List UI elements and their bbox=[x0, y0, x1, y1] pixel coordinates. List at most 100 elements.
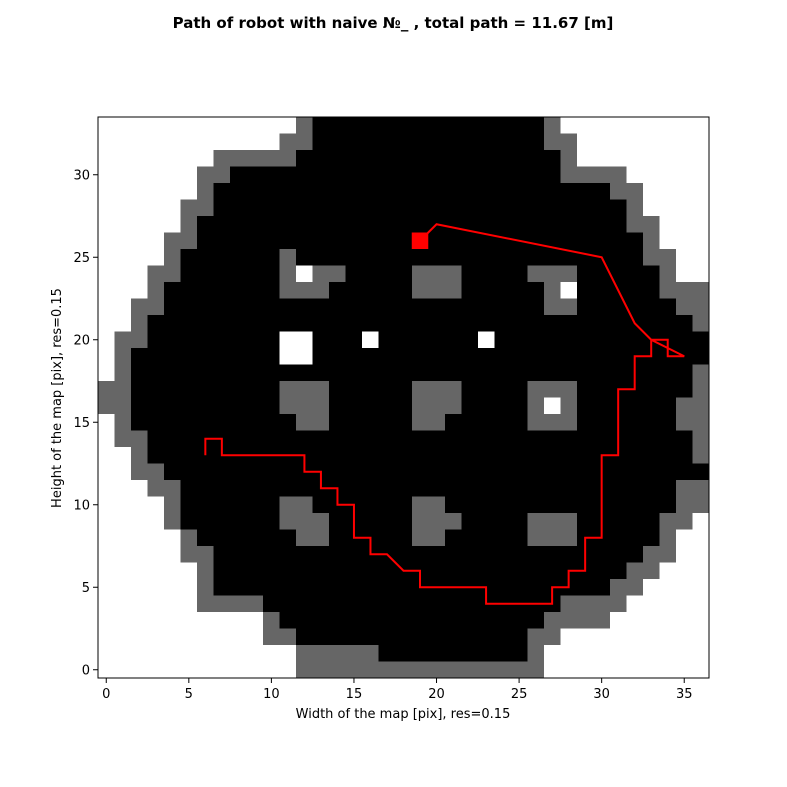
map-cell bbox=[230, 199, 248, 217]
map-cell bbox=[593, 298, 611, 316]
map-cell bbox=[329, 282, 347, 300]
map-cell bbox=[296, 529, 314, 547]
map-cell bbox=[279, 216, 297, 234]
map-cell bbox=[527, 397, 545, 415]
map-cell bbox=[494, 546, 512, 564]
map-cell bbox=[494, 381, 512, 399]
map-cell bbox=[378, 265, 396, 283]
map-cell bbox=[510, 249, 528, 267]
map-cell bbox=[230, 529, 248, 547]
map-cell bbox=[659, 447, 677, 465]
map-cell bbox=[147, 166, 165, 184]
map-cell bbox=[560, 133, 578, 151]
map-cell bbox=[345, 397, 363, 415]
map-cell bbox=[395, 447, 413, 465]
map-cell bbox=[527, 645, 545, 663]
map-cell bbox=[444, 381, 462, 399]
map-cell bbox=[444, 249, 462, 267]
map-cell bbox=[428, 199, 446, 217]
map-cell bbox=[378, 348, 396, 366]
map-cell bbox=[98, 117, 116, 135]
map-cell bbox=[411, 183, 429, 201]
map-cell bbox=[147, 216, 165, 234]
map-cell bbox=[543, 166, 561, 184]
map-cell bbox=[213, 628, 231, 646]
map-cell bbox=[279, 397, 297, 415]
map-cell bbox=[576, 331, 594, 349]
map-cell bbox=[444, 166, 462, 184]
map-cell bbox=[263, 232, 281, 250]
map-cell bbox=[345, 348, 363, 366]
map-cell bbox=[642, 117, 661, 135]
map-cell bbox=[131, 463, 149, 481]
map-cell bbox=[692, 298, 710, 316]
map-cell bbox=[659, 282, 677, 300]
map-cell bbox=[692, 645, 710, 663]
map-cell bbox=[444, 265, 462, 283]
map-cell bbox=[675, 199, 694, 217]
map-cell bbox=[675, 562, 694, 580]
map-cell bbox=[510, 414, 528, 432]
map-cell bbox=[246, 150, 264, 168]
map-cell bbox=[444, 331, 462, 349]
map-cell bbox=[147, 447, 165, 465]
map-cell bbox=[263, 166, 281, 184]
map-cell bbox=[494, 331, 512, 349]
map-cell bbox=[659, 430, 677, 448]
map-cell bbox=[543, 513, 561, 531]
map-cell bbox=[362, 463, 380, 481]
map-cell bbox=[147, 612, 165, 630]
map-cell bbox=[263, 364, 281, 382]
map-cell bbox=[477, 282, 495, 300]
map-cell bbox=[692, 183, 710, 201]
map-cell bbox=[213, 645, 231, 663]
map-cell bbox=[494, 612, 512, 630]
map-cell bbox=[659, 199, 677, 217]
map-cell bbox=[510, 628, 528, 646]
map-cell bbox=[263, 513, 281, 531]
map-cell bbox=[576, 232, 594, 250]
x-tick-label: 5 bbox=[185, 687, 193, 702]
map-cell bbox=[642, 513, 661, 531]
map-cell bbox=[642, 529, 661, 547]
map-cell bbox=[180, 546, 198, 564]
map-cell bbox=[345, 249, 363, 267]
map-cell bbox=[378, 150, 396, 168]
map-cell bbox=[494, 579, 512, 597]
map-cell bbox=[626, 645, 644, 663]
map-cell bbox=[197, 513, 215, 531]
map-cell bbox=[164, 529, 182, 547]
map-cell bbox=[246, 579, 264, 597]
map-cell bbox=[230, 579, 248, 597]
map-cell bbox=[461, 381, 479, 399]
map-cell bbox=[312, 579, 330, 597]
map-cell bbox=[411, 298, 429, 316]
map-cell bbox=[411, 249, 429, 267]
map-cell bbox=[345, 628, 363, 646]
map-cell bbox=[675, 496, 694, 514]
map-cell bbox=[461, 447, 479, 465]
map-cell bbox=[395, 199, 413, 217]
map-cell bbox=[213, 480, 231, 498]
map-cell bbox=[576, 496, 594, 514]
map-cell bbox=[164, 249, 182, 267]
map-cell bbox=[279, 183, 297, 201]
map-cell bbox=[576, 348, 594, 366]
map-cell bbox=[98, 562, 116, 580]
map-cell bbox=[164, 628, 182, 646]
map-cell bbox=[461, 166, 479, 184]
map-cell bbox=[230, 150, 248, 168]
map-cell bbox=[576, 513, 594, 531]
map-cell bbox=[395, 397, 413, 415]
map-cell bbox=[263, 117, 281, 135]
map-cell bbox=[659, 562, 677, 580]
map-cell bbox=[642, 249, 661, 267]
map-cell bbox=[692, 546, 710, 564]
map-cell bbox=[626, 331, 644, 349]
map-cell bbox=[395, 546, 413, 564]
map-cell bbox=[213, 513, 231, 531]
map-cell bbox=[131, 199, 149, 217]
map-cell bbox=[131, 315, 149, 333]
map-cell bbox=[114, 232, 132, 250]
map-cell bbox=[147, 265, 165, 283]
